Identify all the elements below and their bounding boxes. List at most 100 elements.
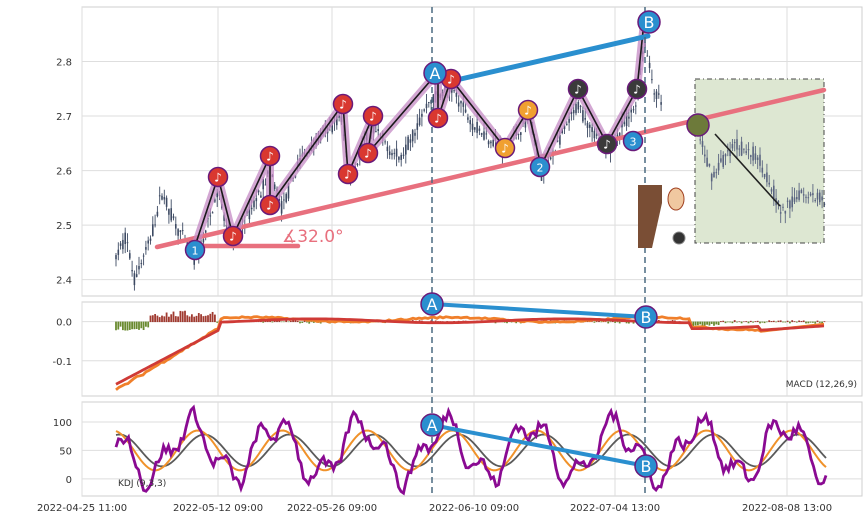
candle-body (391, 153, 393, 156)
wave-label: 2 (537, 162, 544, 175)
macd-bar (784, 321, 787, 323)
candle-body (577, 101, 580, 110)
macd-bar (216, 321, 219, 323)
x-tick-label: 2022-06-10 09:00 (429, 503, 519, 514)
wave-marker (184, 239, 206, 261)
creature-decoration (667, 187, 685, 211)
candle-body (476, 122, 478, 133)
wave-marker (529, 156, 551, 178)
candle-body (756, 157, 759, 161)
candle-body (131, 269, 133, 272)
candle-body (786, 200, 789, 202)
candle-body (798, 190, 800, 200)
candle-body (209, 215, 212, 217)
candle-body (584, 118, 586, 120)
kdj-label: KDJ (9,3,3) (118, 479, 166, 489)
macd-bar (204, 315, 207, 323)
macd-bar (170, 314, 173, 323)
candle-body (248, 206, 251, 220)
note-glyph: ♪ (266, 199, 274, 213)
candle-body (165, 197, 168, 207)
candle-body (492, 139, 494, 147)
ab-line-kdj (430, 423, 648, 468)
candle-body (464, 109, 467, 113)
candle-body (487, 141, 490, 145)
marker-b-label: B (644, 13, 655, 32)
candle-body (402, 154, 405, 156)
candle-body (253, 200, 255, 208)
candle-body (701, 141, 704, 147)
x-tick-label: 2022-07-04 13:00 (570, 503, 660, 514)
projection-line (714, 133, 781, 207)
macd-bar (299, 321, 301, 324)
candle-body (715, 172, 718, 174)
note-marker (494, 137, 516, 159)
candle-body (179, 230, 182, 233)
macd-bar (140, 321, 143, 329)
candle-body (819, 192, 821, 203)
macd-bar (747, 321, 750, 324)
macd-bar (605, 321, 607, 323)
macd-bar (729, 321, 731, 323)
marker-a (420, 292, 444, 316)
macd-bar (294, 320, 297, 323)
macd-bar (310, 321, 313, 323)
note-glyph: ♪ (214, 171, 222, 185)
note-glyph: ♪ (266, 150, 274, 164)
macd-bar (214, 314, 216, 323)
note-marker (357, 142, 379, 164)
candle-body (556, 140, 559, 142)
macd-bar (754, 321, 757, 323)
macd-bar (285, 320, 288, 323)
macd-bar (595, 321, 598, 323)
candle-body (635, 105, 637, 107)
macd-bar (713, 321, 715, 326)
candle-body (142, 255, 145, 257)
candle-body (591, 127, 593, 133)
macd-bar (770, 321, 773, 323)
macd-bar (779, 320, 782, 323)
candle-body (388, 151, 391, 155)
macd-bar (791, 320, 794, 323)
candle-body (625, 112, 628, 127)
macd-bar (188, 316, 191, 323)
candle-body (400, 154, 402, 160)
candle-body (517, 133, 520, 135)
macd-bar (506, 321, 508, 324)
candle-body (467, 117, 469, 120)
y-tick-label: 50 (59, 446, 72, 457)
candle-body (520, 132, 522, 135)
macd-bar (823, 321, 826, 323)
candle-body (632, 109, 635, 111)
macd-bar (271, 321, 274, 323)
candle-body (152, 224, 154, 236)
candle-body (129, 253, 131, 259)
macd-bar (717, 321, 720, 326)
macd-bar (319, 321, 322, 324)
y-tick-label: 2.5 (56, 221, 72, 232)
candle-body (793, 197, 796, 202)
macd-bar (133, 321, 136, 330)
kdj-k-line (115, 429, 827, 472)
candle-body (738, 148, 741, 150)
candle-body (595, 134, 598, 136)
macd-bar (278, 320, 281, 323)
kdj-d-line (115, 433, 827, 468)
candle-body (593, 130, 596, 139)
candle-body (280, 201, 283, 214)
annotations: ∡32.0° ♪ ♪ ♪ ♪ ♪ ♪ ♪ ♪ ♪ ♪ ♪ ♪ ♪ ♪ ♪ 1 2 3 A B A B A B (184, 10, 710, 478)
candle-body (414, 132, 416, 136)
candle-body (285, 193, 287, 203)
candle-body (722, 155, 724, 167)
note-marker (259, 145, 281, 167)
y-tick-label: 0 (66, 475, 72, 486)
candle-body (214, 199, 216, 202)
candle-body (750, 155, 752, 157)
note-glyph: ♪ (229, 230, 237, 244)
candle-body (736, 139, 738, 150)
candle-body (699, 139, 701, 141)
macd-bar (287, 321, 290, 323)
candle-body (377, 129, 379, 131)
candle-body (250, 207, 253, 210)
